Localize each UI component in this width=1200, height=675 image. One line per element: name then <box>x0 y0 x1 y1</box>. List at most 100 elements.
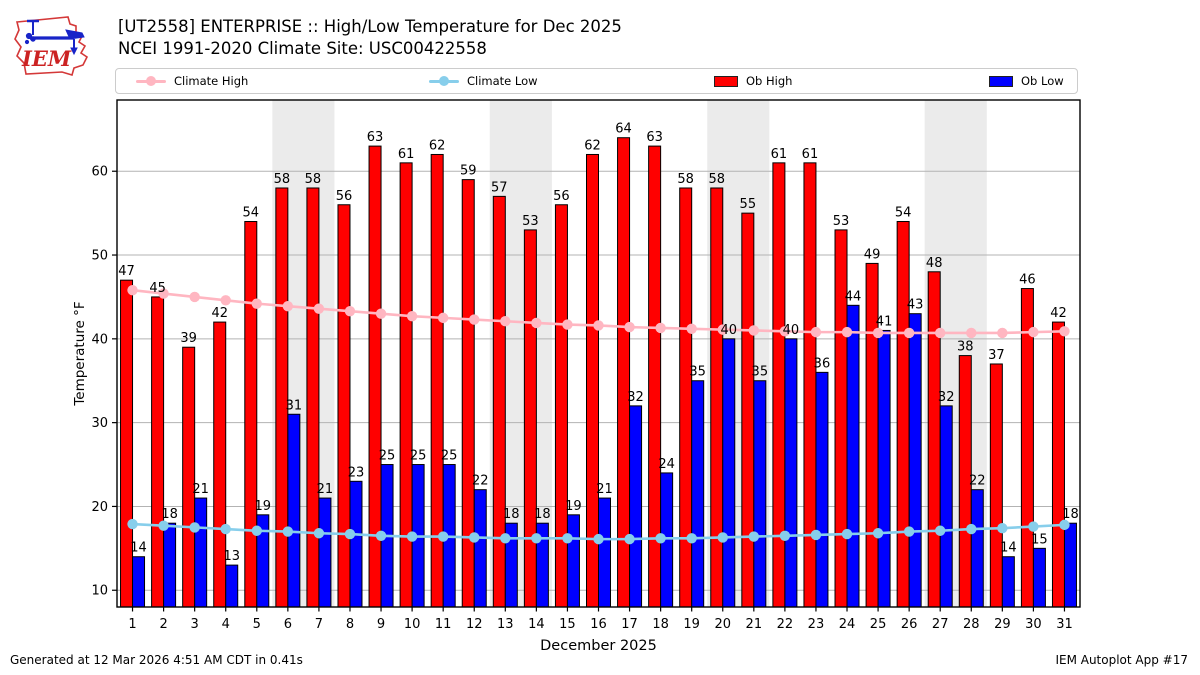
climate-low-point <box>655 533 666 544</box>
ob-low-label: 36 <box>814 356 831 371</box>
ob-high-bar <box>244 221 258 608</box>
x-tick-label: 18 <box>652 617 669 632</box>
ob-low-label: 25 <box>379 449 396 464</box>
y-axis-title: Temperature °F <box>72 301 88 406</box>
ob-low-label: 31 <box>286 398 303 413</box>
ob-high-bar <box>679 187 693 608</box>
ob-low-label: 14 <box>130 541 147 556</box>
ob-high-bar <box>461 179 475 608</box>
ob-low-label: 21 <box>317 482 334 497</box>
ob-low-label: 18 <box>534 507 551 522</box>
ob-high-bar <box>120 279 134 608</box>
climate-high-point <box>344 305 356 317</box>
x-tick-label: 11 <box>435 617 452 632</box>
ob-low-label: 19 <box>565 499 582 514</box>
ob-low-bar <box>473 489 487 608</box>
climate-high-point <box>748 325 760 336</box>
ob-low-bar <box>225 564 239 608</box>
app-credit: IEM Autoplot App #17 <box>1055 653 1188 667</box>
legend-label: Ob High <box>746 74 793 88</box>
x-tick-label: 16 <box>590 617 607 632</box>
legend-item-climate-low: Climate Low <box>429 69 538 93</box>
ob-low-bar <box>908 313 922 608</box>
legend-swatch <box>989 75 1013 87</box>
ob-low-label: 19 <box>255 499 272 514</box>
climate-low-point <box>779 530 791 541</box>
ob-high-bar <box>927 271 941 608</box>
ob-high-bar <box>989 363 1003 608</box>
climate-high-point <box>437 312 449 324</box>
ob-low-label: 23 <box>348 465 365 480</box>
ob-low-bar <box>132 556 146 608</box>
ob-high-bar <box>1051 321 1065 608</box>
climate-high-point <box>562 319 573 330</box>
ob-low-bar <box>970 489 984 608</box>
climate-low-point <box>375 530 387 541</box>
ob-low-label: 14 <box>1000 541 1017 556</box>
ob-high-label: 54 <box>243 206 260 221</box>
climate-high-point <box>282 300 294 312</box>
x-tick-label: 8 <box>346 617 354 632</box>
ob-high-label: 62 <box>584 138 601 153</box>
ob-high-label: 53 <box>522 214 539 229</box>
legend-item-ob-high: Ob High <box>714 69 792 93</box>
ob-low-bar <box>939 405 953 608</box>
ob-low-label: 35 <box>689 365 706 380</box>
iem-logo-graphic: IEM <box>14 16 89 76</box>
legend-label: Climate High <box>174 74 249 88</box>
climate-low-point <box>997 523 1008 534</box>
climate-high-point <box>251 298 262 309</box>
ob-low-label: 40 <box>720 323 737 338</box>
x-tick-label: 3 <box>191 617 199 632</box>
climate-low-point <box>313 528 325 539</box>
climate-low-point <box>500 533 511 544</box>
x-tick-label: 31 <box>1056 617 1073 632</box>
ob-high-label: 48 <box>926 256 943 271</box>
x-tick-label: 1 <box>128 617 136 632</box>
ob-low-label: 18 <box>503 507 520 522</box>
ob-high-bar <box>182 346 196 608</box>
x-tick-label: 7 <box>315 617 323 632</box>
x-tick-label: 4 <box>222 617 230 632</box>
climate-high-point <box>127 285 138 296</box>
climate-high-point <box>1028 326 1039 338</box>
ob-low-bar <box>566 514 580 608</box>
climate-low-point <box>935 525 946 536</box>
climate-high-point <box>406 311 418 322</box>
climate-low-point <box>810 529 822 541</box>
ob-low-bar <box>287 413 301 608</box>
ob-high-label: 62 <box>429 138 446 153</box>
ob-high-label: 46 <box>1019 273 1036 288</box>
x-tick-label: 24 <box>839 617 856 632</box>
x-tick-label: 10 <box>404 617 421 632</box>
ob-high-bar <box>554 204 568 608</box>
climate-low-point <box>1028 521 1039 532</box>
chart-header: [UT2558] ENTERPRISE :: High/Low Temperat… <box>118 16 622 60</box>
ob-high-label: 55 <box>740 197 757 212</box>
x-tick-label: 15 <box>559 617 576 632</box>
ob-low-label: 25 <box>441 449 458 464</box>
x-tick-label: 20 <box>714 617 731 632</box>
x-tick-label: 28 <box>963 617 980 632</box>
climate-low-point <box>872 528 884 539</box>
ob-low-label: 22 <box>472 474 489 489</box>
ob-low-bar <box>1001 556 1015 608</box>
iem-logo: IEM <box>8 6 113 84</box>
climate-high-point <box>903 327 915 339</box>
x-tick-label: 9 <box>377 617 385 632</box>
ob-high-label: 58 <box>677 172 694 187</box>
y-tick-label: 30 <box>91 416 108 431</box>
climate-low-point <box>189 522 200 533</box>
climate-low-point <box>437 531 449 542</box>
x-tick-label: 19 <box>683 617 700 632</box>
ob-high-label: 38 <box>957 340 974 355</box>
climate-low-point <box>624 533 635 545</box>
climate-high-point <box>500 316 511 327</box>
chart-title: [UT2558] ENTERPRISE :: High/Low Temperat… <box>118 17 622 36</box>
ob-low-label: 43 <box>907 298 924 313</box>
wind-vane-icon <box>24 19 85 56</box>
x-tick-label: 14 <box>528 617 545 632</box>
climate-high-point <box>655 322 666 334</box>
ob-high-label: 56 <box>336 189 353 204</box>
ob-high-label: 54 <box>895 206 912 221</box>
